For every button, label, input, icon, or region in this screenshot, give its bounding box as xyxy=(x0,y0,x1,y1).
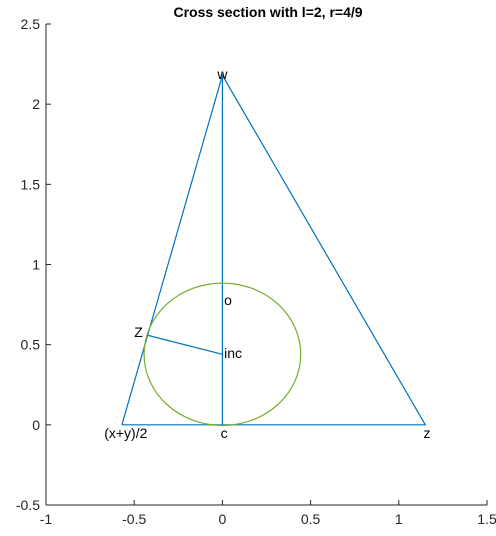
incircle xyxy=(143,282,302,427)
y-tick-label: 2 xyxy=(32,96,40,112)
annotation-label: w xyxy=(216,66,228,82)
x-ticks: -1 -0.5 0 0.5 1 1.5 xyxy=(40,500,496,527)
x-tick-label: 1 xyxy=(395,511,403,527)
annotation-label: inc xyxy=(224,345,242,361)
x-tick-label: 0 xyxy=(219,511,227,527)
annotation-label: (x+y)/2 xyxy=(104,425,147,441)
annotation-label: Z xyxy=(134,324,143,340)
x-tick-label: 0.5 xyxy=(301,511,321,527)
y-tick-label: -0.5 xyxy=(16,497,40,513)
y-tick-label: 1.5 xyxy=(21,176,41,192)
annotation-label: c xyxy=(221,425,228,441)
series-line-2 xyxy=(146,334,223,355)
annotation-label: o xyxy=(224,292,232,308)
x-tick-label: -1 xyxy=(40,511,53,527)
y-tick-label: 0 xyxy=(32,417,40,433)
annotation-label: z xyxy=(423,425,430,441)
y-tick-label: 1 xyxy=(32,257,40,273)
chart-title: Cross section with l=2, r=4/9 xyxy=(173,4,362,20)
x-tick-label: -0.5 xyxy=(122,511,146,527)
series-line-0 xyxy=(121,73,427,426)
y-tick-label: 0.5 xyxy=(21,337,41,353)
plot-area xyxy=(121,73,427,427)
x-tick-label: 1.5 xyxy=(477,511,496,527)
y-tick-label: 2.5 xyxy=(21,16,41,32)
y-ticks: -0.5 0 0.5 1 1.5 2 2.5 xyxy=(16,16,51,513)
